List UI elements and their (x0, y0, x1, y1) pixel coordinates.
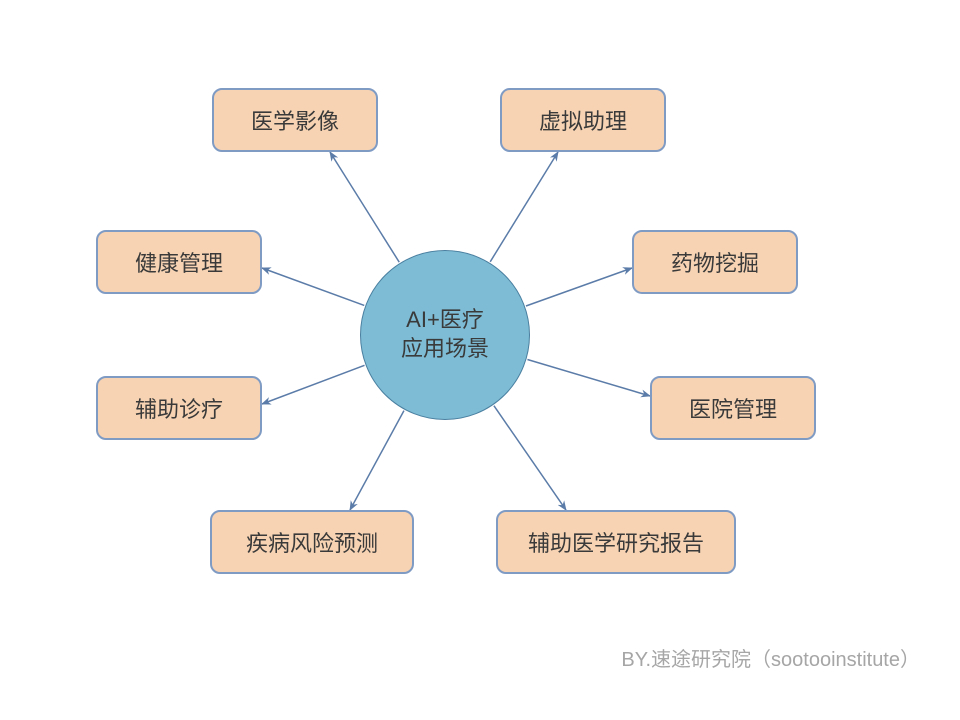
node-n7: 辅助诊疗 (96, 376, 262, 440)
center-node: AI+医疗 应用场景 (360, 250, 530, 420)
node-label: 医学影像 (251, 104, 339, 136)
node-label: 健康管理 (135, 246, 223, 278)
diagram-canvas: AI+医疗 应用场景 医学影像 虚拟助理药物挖掘医院管理辅助医学研究报告 疾病风险预… (0, 0, 960, 720)
node-n1: 医学影像 (212, 88, 378, 152)
center-label-line1: AI+医疗 (406, 306, 484, 335)
edge-arrow (330, 152, 399, 262)
node-n5: 辅助医学研究报告 (496, 510, 736, 574)
attribution-text: BY.速途研究院（sootooinstitute） (621, 643, 920, 672)
node-label: 辅助诊疗 (135, 392, 223, 424)
node-n2: 虚拟助理 (500, 88, 666, 152)
edge-arrow (350, 411, 404, 510)
node-label: 药物挖掘 (671, 246, 759, 278)
edge-arrow (526, 268, 632, 306)
node-label: 虚拟助理 (539, 104, 627, 136)
node-label: 医院管理 (689, 392, 777, 424)
edge-arrow (262, 365, 365, 404)
edge-arrow (490, 152, 558, 262)
edge-arrow (494, 406, 566, 510)
node-n4: 医院管理 (650, 376, 816, 440)
center-label-line2: 应用场景 (401, 335, 489, 364)
node-n3: 药物挖掘 (632, 230, 798, 294)
node-label: 辅助医学研究报告 (528, 526, 704, 558)
node-n8: 健康管理 (96, 230, 262, 294)
edge-arrow (527, 360, 650, 396)
edge-arrow (262, 268, 364, 305)
node-n6: 疾病风险预测 (210, 510, 414, 574)
node-label: 疾病风险预测 (246, 526, 378, 558)
